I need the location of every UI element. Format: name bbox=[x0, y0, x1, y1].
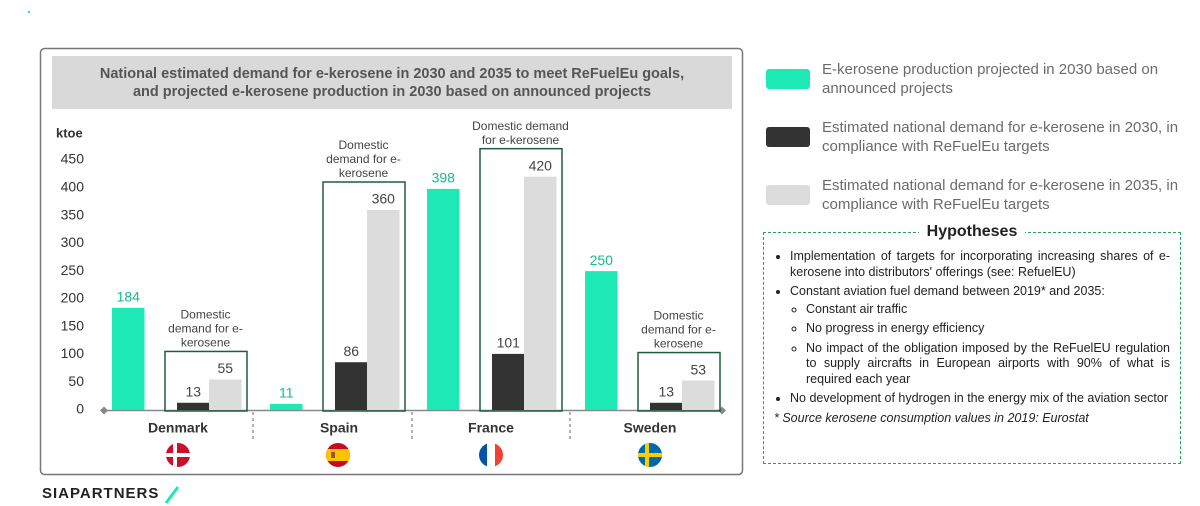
flag-france bbox=[479, 443, 503, 467]
bar bbox=[524, 176, 557, 410]
y-axis-label: ktoe bbox=[56, 125, 83, 140]
hypotheses-box: Hypotheses Implementation of targets for… bbox=[763, 223, 1181, 464]
y-tick-label: 450 bbox=[61, 151, 85, 167]
legend: E-kerosene production projected in 2030 … bbox=[766, 50, 1186, 224]
flag-denmark bbox=[166, 443, 190, 467]
bar bbox=[335, 362, 368, 410]
bar bbox=[427, 188, 460, 410]
flag-spain bbox=[326, 443, 350, 467]
value-label: 184 bbox=[117, 288, 141, 304]
hypothesis-text: Constant aviation fuel demand between 20… bbox=[790, 284, 1105, 298]
legend-item: E-kerosene production projected in 2030 … bbox=[766, 50, 1186, 108]
bar bbox=[492, 353, 525, 410]
y-tick-label: 150 bbox=[61, 317, 85, 333]
value-label: 250 bbox=[590, 252, 614, 268]
hypothesis: Implementation of targets for incorporat… bbox=[790, 249, 1170, 280]
dot bbox=[28, 11, 30, 13]
chart-title: National estimated demand for e-kerosene… bbox=[100, 66, 684, 82]
value-label: 398 bbox=[432, 170, 456, 186]
title-box bbox=[52, 56, 732, 109]
sub-list: Constant air traffic No progress in energ… bbox=[790, 302, 1170, 388]
bar bbox=[682, 380, 715, 410]
domestic-box bbox=[164, 350, 248, 412]
y-tick-label: 350 bbox=[61, 206, 85, 222]
value-label: 420 bbox=[529, 157, 553, 173]
y-tick-label: 200 bbox=[61, 290, 85, 306]
value-label: 53 bbox=[690, 361, 706, 377]
legend-label: Estimated national demand for e-kerosene… bbox=[822, 177, 1179, 213]
legend-swatch bbox=[766, 69, 810, 89]
value-label: 11 bbox=[279, 385, 294, 401]
legend-swatch bbox=[766, 185, 810, 205]
flags bbox=[166, 443, 662, 467]
bar bbox=[650, 402, 683, 410]
domestic-box bbox=[637, 351, 721, 412]
x-tick-label: France bbox=[468, 420, 514, 436]
annotation: for e-kerosene bbox=[482, 133, 560, 147]
y-tick-label: 100 bbox=[61, 345, 85, 361]
chart-title: and projected e-kerosene production in 2… bbox=[133, 84, 651, 100]
hypotheses-list: Implementation of targets for incorporat… bbox=[774, 249, 1170, 407]
separators bbox=[252, 412, 571, 440]
bar bbox=[585, 271, 618, 410]
y-tick-label: 400 bbox=[61, 178, 85, 194]
legend-label: E-kerosene production projected in 2030 … bbox=[822, 61, 1159, 97]
value-label: 13 bbox=[185, 383, 201, 399]
logo: SIAPARTNERS bbox=[42, 485, 159, 502]
bar bbox=[209, 379, 242, 410]
logo-slash bbox=[164, 486, 180, 504]
bar bbox=[367, 210, 400, 410]
legend-item: Estimated national demand for e-kerosene… bbox=[766, 166, 1186, 224]
legend-item: Estimated national demand for e-kerosene… bbox=[766, 108, 1186, 166]
hypothesis-text: No development of hydrogen in the energy… bbox=[790, 391, 1168, 405]
annotation: Domestic bbox=[653, 309, 703, 323]
y-tick-label: 0 bbox=[76, 401, 84, 417]
hypothesis: No development of hydrogen in the energy… bbox=[790, 391, 1170, 407]
legend-swatch bbox=[766, 127, 810, 147]
hypotheses-title: Hypotheses bbox=[918, 223, 1026, 240]
annotation: demand for e- bbox=[326, 152, 401, 166]
value-label: 101 bbox=[497, 335, 521, 351]
bar bbox=[177, 402, 210, 410]
bar bbox=[270, 403, 303, 410]
y-tick-label: 250 bbox=[61, 262, 85, 278]
legend-label: Estimated national demand for e-kerosene… bbox=[822, 119, 1179, 155]
value-label: 13 bbox=[658, 383, 674, 399]
x-tick-label: Sweden bbox=[624, 420, 677, 436]
note: * Source kerosene consumption values in … bbox=[774, 410, 1089, 425]
hypothesis-text: Implementation of targets for incorporat… bbox=[790, 249, 1170, 279]
value-label: 360 bbox=[372, 191, 396, 207]
y-tick-label: 300 bbox=[61, 234, 85, 250]
x-tick-label: Spain bbox=[320, 420, 358, 436]
flag-sweden bbox=[638, 443, 662, 467]
bar bbox=[112, 307, 145, 410]
annotation: Domestic bbox=[180, 308, 230, 322]
x-tick-label: Denmark bbox=[148, 420, 208, 436]
hypothesis: Constant aviation fuel demand between 20… bbox=[790, 284, 1170, 387]
domestic-box bbox=[479, 147, 563, 412]
annotation: kerosene bbox=[654, 337, 704, 351]
annotation: kerosene bbox=[181, 336, 231, 350]
annotation: Domestic bbox=[338, 138, 388, 152]
y-tick-label: 50 bbox=[68, 373, 84, 389]
hypotheses-title-wrap: Hypotheses bbox=[764, 223, 1180, 241]
annotation: Domestic demand bbox=[472, 119, 569, 133]
domestic-box bbox=[322, 181, 406, 412]
annotation: kerosene bbox=[339, 166, 389, 180]
chart: National estimated demand for e-kerosene… bbox=[28, 11, 744, 504]
value-label: 55 bbox=[217, 360, 233, 376]
sub-hypothesis: No impact of the obligation imposed by t… bbox=[806, 341, 1170, 388]
value-label: 86 bbox=[343, 343, 359, 359]
annotation: demand for e- bbox=[168, 322, 243, 336]
sub-hypothesis: Constant air traffic bbox=[806, 302, 1170, 318]
annotation: demand for e- bbox=[641, 323, 716, 337]
sub-hypothesis: No progress in energy efficiency bbox=[806, 321, 1170, 337]
